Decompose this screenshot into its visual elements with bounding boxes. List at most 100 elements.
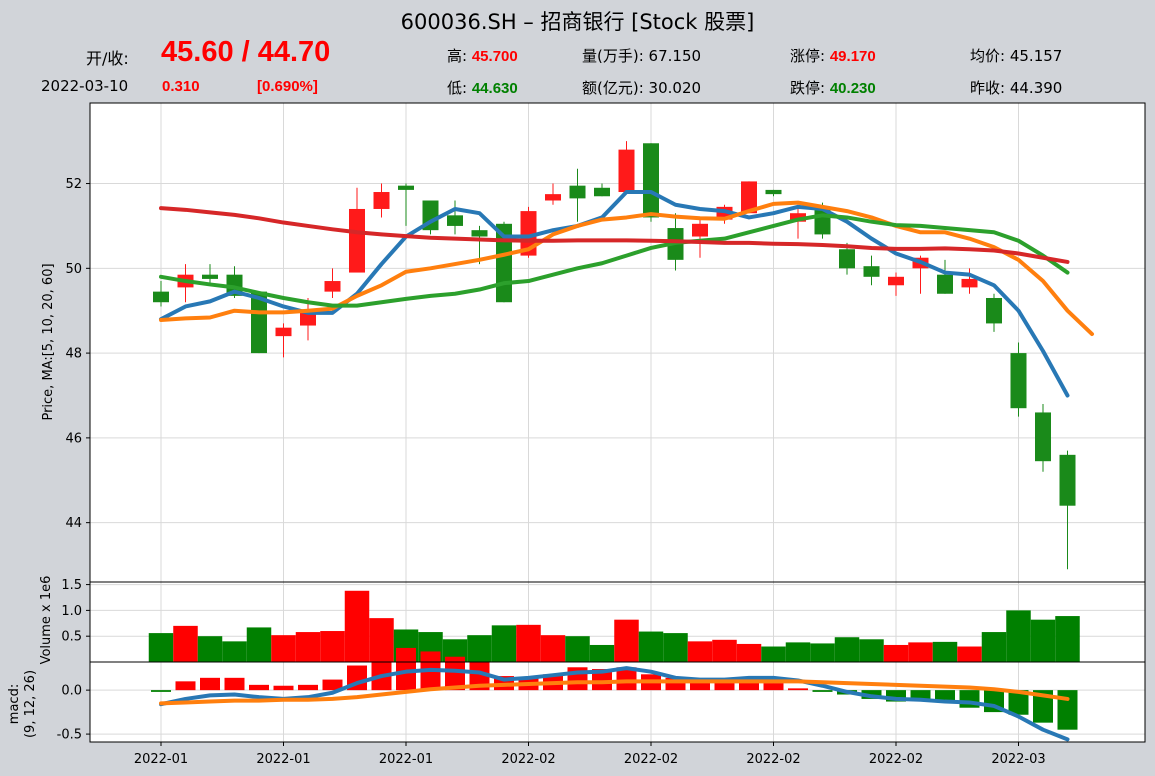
ma-line-ma60 bbox=[159, 206, 1070, 264]
volume-bar bbox=[834, 637, 860, 662]
price-y-tick-label: 52 bbox=[65, 177, 82, 192]
macd-y-tick-label: -0.5 bbox=[57, 728, 82, 743]
volume-bar bbox=[148, 633, 174, 662]
candle-body bbox=[692, 223, 708, 237]
volume-bar bbox=[957, 646, 982, 662]
candle-body bbox=[741, 181, 757, 214]
macd-panel-border bbox=[89, 661, 1146, 743]
macd-hist-bar bbox=[910, 690, 931, 701]
volume-bar bbox=[246, 627, 272, 662]
macd-hist-bar bbox=[371, 653, 392, 691]
macd-hist-bar bbox=[396, 647, 416, 691]
volume-bar bbox=[663, 633, 688, 662]
volume-bar bbox=[761, 646, 786, 662]
candle-body bbox=[594, 187, 610, 197]
macd-hist-bar bbox=[224, 677, 245, 691]
amount-label: 额(亿元): bbox=[582, 79, 644, 97]
volume-bar bbox=[1006, 610, 1031, 662]
low-value: 44.630 bbox=[471, 80, 518, 97]
volume-bar bbox=[932, 641, 958, 662]
prev-close-label: 昨收: bbox=[970, 79, 1006, 97]
volume-bar bbox=[491, 625, 517, 662]
candle-body bbox=[643, 143, 659, 218]
volume-bar bbox=[687, 641, 713, 662]
volume-bar bbox=[712, 639, 737, 662]
macd-hist-bar bbox=[886, 690, 906, 702]
volume-bar bbox=[883, 644, 909, 662]
macd-hist-bar bbox=[739, 679, 759, 691]
macd-hist-bar bbox=[592, 669, 612, 691]
volume-label: 量(万手): bbox=[582, 47, 644, 65]
macd-line-signal bbox=[159, 679, 1070, 706]
price-y-tick-label: 46 bbox=[65, 431, 82, 446]
macd-hist-bar bbox=[200, 677, 220, 691]
volume-bar bbox=[736, 643, 762, 662]
volume-value: 67.150 bbox=[648, 47, 702, 65]
volume-bar bbox=[981, 632, 1007, 662]
macd-line-macd bbox=[159, 666, 1070, 742]
avg-price-value: 45.157 bbox=[1009, 47, 1063, 65]
price-y-tick-label: 50 bbox=[65, 262, 82, 277]
candle-body bbox=[1010, 353, 1027, 409]
macd-hist-bar bbox=[151, 690, 171, 692]
candle-body bbox=[569, 185, 586, 199]
volume-bar bbox=[320, 631, 345, 662]
macd-y-label-line: (9, 12, 26) bbox=[23, 670, 38, 738]
avg-price-label: 均价: bbox=[970, 47, 1006, 65]
macd-hist-bar bbox=[175, 681, 196, 691]
volume-bar bbox=[785, 642, 811, 662]
x-tick-label: 2022-02 bbox=[869, 752, 923, 767]
macd-hist-bar bbox=[273, 685, 294, 691]
chart-title: 600036.SH – 招商银行 [Stock 股票] bbox=[400, 10, 755, 34]
avg-price-field: 均价: 45.157 bbox=[970, 45, 1062, 66]
low-label: 低: bbox=[447, 79, 468, 97]
amount-value: 30.020 bbox=[648, 79, 702, 97]
limit-down-field: 跌停: 40.230 bbox=[790, 77, 876, 98]
open-close-label: 开/收: bbox=[86, 49, 129, 68]
change-value: 0.310 bbox=[162, 78, 200, 95]
candle-body bbox=[863, 266, 880, 277]
macd-hist-bar bbox=[445, 656, 465, 691]
volume-field: 量(万手): 67.150 bbox=[582, 45, 701, 66]
high-value: 45.700 bbox=[471, 48, 518, 65]
volume-bar bbox=[344, 590, 370, 662]
x-tick-label: 2022-02 bbox=[624, 752, 678, 767]
macd-hist-bar bbox=[812, 690, 833, 692]
limit-down-value: 40.230 bbox=[829, 80, 876, 97]
candle-body bbox=[618, 149, 635, 193]
limit-up-field: 涨停: 49.170 bbox=[790, 45, 876, 66]
x-tick-label: 2022-01 bbox=[256, 752, 310, 767]
volume-bar bbox=[614, 619, 639, 662]
candle-body bbox=[202, 274, 218, 279]
candle-body bbox=[251, 291, 267, 354]
candle-body bbox=[937, 274, 953, 294]
candle-body bbox=[765, 189, 782, 195]
volume-bar bbox=[810, 643, 835, 662]
volume-bar bbox=[467, 635, 492, 662]
prev-close-value: 44.390 bbox=[1009, 79, 1063, 97]
candle-body bbox=[153, 291, 169, 303]
candle-body bbox=[520, 211, 537, 256]
volume-bar bbox=[540, 635, 566, 662]
volume-bar bbox=[271, 635, 296, 662]
macd-hist-bar bbox=[763, 683, 784, 691]
amount-field: 额(亿元): 30.020 bbox=[582, 77, 701, 98]
low-field: 低: 44.630 bbox=[447, 77, 518, 98]
x-tick-label: 2022-01 bbox=[379, 752, 433, 767]
candle-body bbox=[986, 297, 1002, 324]
ma-line-ma5 bbox=[159, 190, 1070, 398]
volume-bar bbox=[197, 636, 223, 662]
macd-hist-bar bbox=[1008, 690, 1029, 715]
macd-y-tick-label: 0.0 bbox=[61, 684, 82, 699]
volume-bar bbox=[222, 641, 247, 662]
open-close-value: 45.60 / 44.70 bbox=[161, 36, 331, 68]
candle-body bbox=[324, 281, 341, 292]
macd-hist-bar bbox=[690, 679, 710, 691]
macd-hist-bar bbox=[298, 684, 318, 691]
candle-body bbox=[1059, 454, 1076, 506]
candle-body bbox=[447, 215, 463, 226]
price-y-tick-label: 48 bbox=[65, 347, 82, 362]
macd-hist-bar bbox=[469, 662, 490, 691]
prev-close-field: 昨收: 44.390 bbox=[970, 77, 1062, 98]
